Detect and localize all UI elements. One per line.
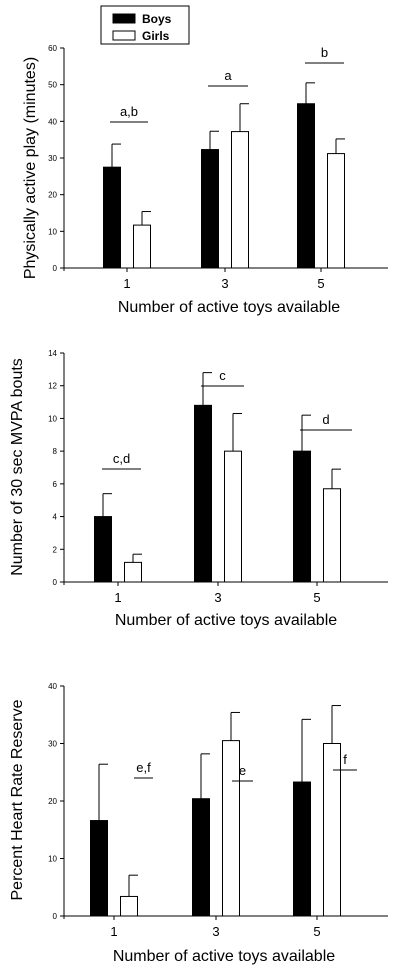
bar-boys (293, 781, 311, 917)
bar-boys (194, 404, 212, 583)
bar-boys (103, 166, 121, 269)
x-tick-label: 1 (110, 924, 117, 939)
bar-boys (201, 149, 219, 269)
y-tick-label: 20 (48, 191, 57, 200)
y-tick-label: 4 (53, 513, 58, 522)
x-tick-label: 1 (114, 590, 121, 605)
y-tick-label: 0 (53, 912, 58, 921)
x-tick-label: 5 (317, 276, 324, 291)
legend-swatch-boys (112, 13, 136, 24)
y-tick-label: 20 (48, 797, 57, 806)
y-tick-label: 0 (53, 264, 58, 273)
y-tick-label: 0 (53, 578, 58, 587)
x-axis-label: Number of active toys available (115, 612, 337, 629)
significance-label: e,f (136, 760, 151, 775)
bar-girls (323, 488, 341, 583)
significance-label: a (224, 68, 232, 83)
significance-label: d (322, 412, 329, 427)
x-tick-label: 1 (123, 276, 130, 291)
chart-panel-physically-active-play: Physically active play (minutes) Number … (22, 44, 388, 316)
y-tick-label: 30 (48, 154, 57, 163)
y-axis-label: Number of 30 sec MVPA bouts (9, 358, 26, 576)
bar-boys (192, 798, 210, 917)
significance-label: f (343, 752, 347, 767)
bar-girls (120, 895, 138, 917)
significance-label: c (219, 368, 226, 383)
bar-boys (297, 103, 315, 269)
x-tick-label: 5 (313, 924, 320, 939)
bar-boys (293, 450, 311, 583)
significance-label: c,d (113, 451, 130, 466)
y-tick-label: 10 (48, 855, 57, 864)
legend: Boys Girls (100, 5, 190, 45)
significance-label: e (239, 763, 246, 778)
y-axis-label: Physically active play (minutes) (22, 57, 39, 279)
x-tick-label: 3 (214, 590, 221, 605)
y-tick-label: 10 (48, 414, 57, 423)
bar-girls (124, 561, 142, 583)
x-tick-label: 5 (313, 590, 320, 605)
bar-girls (327, 153, 345, 269)
y-tick-label: 60 (48, 44, 57, 53)
legend-swatch-girls (112, 30, 136, 41)
x-axis-label: Number of active toys available (113, 948, 335, 965)
y-tick-label: 10 (48, 227, 57, 236)
bar-girls (222, 740, 240, 917)
bar-girls (224, 450, 242, 583)
x-tick-label: 3 (212, 924, 219, 939)
x-tick-label: 3 (221, 276, 228, 291)
legend-label-girls: Girls (142, 29, 170, 43)
y-tick-label: 6 (53, 480, 58, 489)
bar-girls (133, 224, 151, 269)
y-tick-label: 14 (48, 349, 57, 358)
bar-boys (94, 516, 112, 583)
bar-boys (90, 820, 108, 917)
y-tick-label: 40 (48, 682, 57, 691)
y-tick-label: 2 (53, 545, 58, 554)
y-tick-label: 8 (53, 447, 58, 456)
chart-panel-heart-rate-reserve: Percent Heart Rate Reserve Number of act… (9, 682, 388, 965)
y-tick-label: 30 (48, 740, 57, 749)
legend-label-boys: Boys (142, 12, 172, 26)
y-tick-label: 50 (48, 81, 57, 90)
chart-panel-mvpa-bouts: Number of 30 sec MVPA bouts Number of ac… (9, 349, 388, 629)
y-tick-label: 12 (48, 382, 57, 391)
bar-girls (231, 131, 249, 269)
x-axis-label: Number of active toys available (118, 299, 340, 316)
bar-girls (323, 743, 341, 917)
significance-label: a,b (120, 104, 138, 119)
y-tick-label: 40 (48, 117, 57, 126)
y-axis-label: Percent Heart Rate Reserve (9, 699, 26, 900)
significance-label: b (321, 45, 328, 60)
